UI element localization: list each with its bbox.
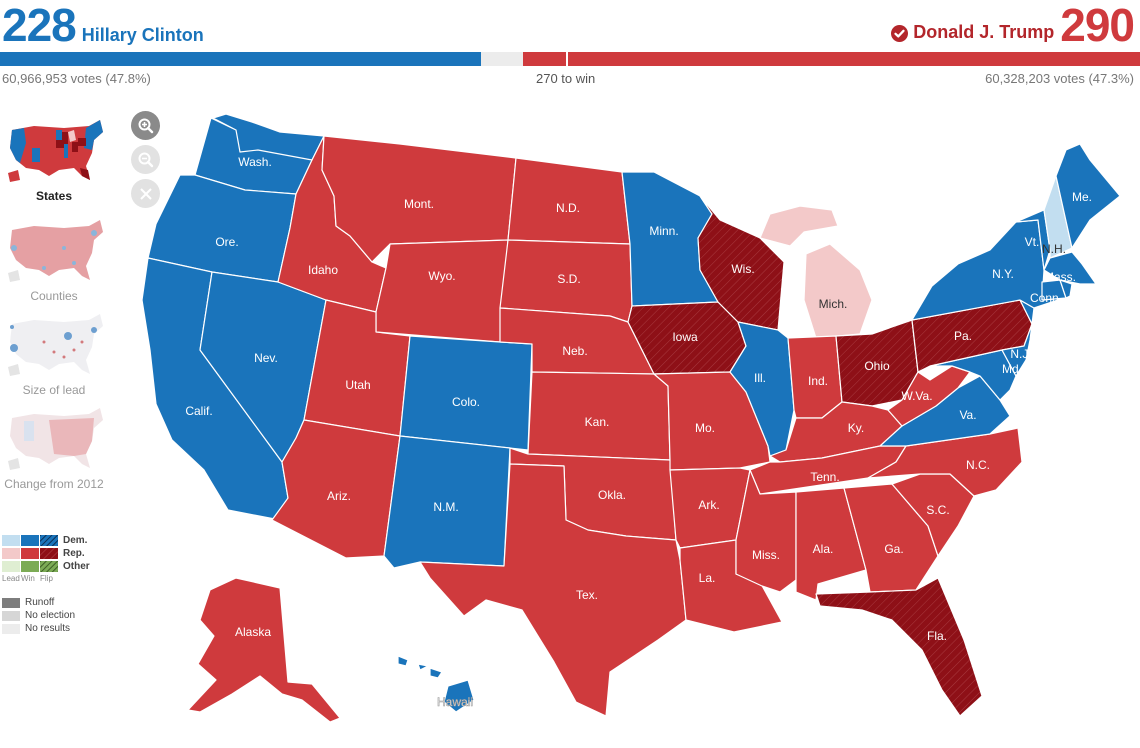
state-ri[interactable] (1059, 279, 1073, 299)
legend-rep-flip-swatch (40, 548, 58, 559)
legend-dem-win-swatch (21, 535, 39, 546)
legend-status: Runoff No election No results (2, 596, 75, 635)
rep-electoral-votes: 290 (1060, 0, 1135, 51)
rep-bar-segment (523, 52, 1140, 66)
check-circle-icon (891, 25, 909, 42)
dem-bar-segment (0, 52, 481, 66)
state-fl[interactable] (815, 577, 983, 717)
win-threshold-label: 270 to win (536, 71, 596, 86)
rep-popular-votes: 60,328,203 votes (47.3%) (985, 71, 1134, 86)
uncalled-bar-segment (481, 52, 523, 66)
legend-no-election-swatch (2, 610, 20, 621)
view-change-from-2012-label: Change from 2012 (4, 477, 104, 491)
rep-candidate-name-wrap: Donald J. Trump (891, 22, 1054, 43)
state-nm[interactable] (383, 435, 511, 569)
results-header: 228 Hillary Clinton Donald J. Trump 290 … (0, 0, 1140, 95)
legend-other-lead-swatch (2, 561, 20, 572)
legend-row-other: Other (2, 560, 122, 573)
legend-col-lead: Lead (2, 574, 20, 583)
state-mi[interactable] (759, 205, 873, 339)
legend-column-labels: Lead Win Flip (2, 574, 122, 583)
legend-no-election: No election (2, 609, 75, 622)
legend-dem-flip-swatch (40, 535, 58, 546)
view-counties[interactable]: Counties (4, 218, 104, 303)
view-size-of-lead-label: Size of lead (22, 383, 86, 397)
state-me[interactable] (1055, 143, 1121, 249)
zoom-in-button[interactable] (131, 111, 160, 140)
state-ak[interactable] (187, 577, 341, 723)
dem-candidate: 228 Hillary Clinton (2, 2, 204, 48)
rep-candidate: Donald J. Trump 290 (891, 0, 1135, 51)
legend-no-results: No results (2, 622, 75, 635)
close-icon (139, 187, 152, 200)
map-legend: Dem. Rep. Other Lead Win Flip (2, 534, 122, 583)
rep-candidate-name: Donald J. Trump (913, 22, 1055, 42)
state-tx[interactable] (419, 463, 687, 717)
state-nj[interactable] (1001, 299, 1035, 377)
counties-thumbnail-icon (8, 220, 103, 282)
states-thumbnail-icon (8, 120, 103, 182)
legend-row-rep: Rep. (2, 547, 122, 560)
win-threshold-marker (566, 52, 568, 66)
state-wv[interactable] (887, 365, 971, 427)
view-states[interactable]: States (4, 118, 104, 203)
legend-no-results-label: No results (25, 623, 71, 634)
view-states-label: States (35, 189, 73, 203)
zoom-in-icon (138, 118, 153, 133)
reset-zoom-button[interactable] (131, 179, 160, 208)
legend-dem-label: Dem. (63, 535, 88, 546)
legend-other-label: Other (63, 561, 90, 572)
legend-rep-win-swatch (21, 548, 39, 559)
legend-row-dem: Dem. (2, 534, 122, 547)
state-mt[interactable] (321, 135, 517, 263)
electoral-vote-bar (0, 52, 1140, 66)
zoom-out-button[interactable] (131, 145, 160, 174)
state-nd[interactable] (507, 157, 631, 245)
legend-no-election-label: No election (25, 610, 76, 621)
size-of-lead-thumbnail-icon (8, 314, 103, 376)
zoom-out-icon (138, 152, 153, 167)
state-co[interactable] (399, 335, 533, 451)
view-change-from-2012[interactable]: Change from 2012 (4, 406, 104, 491)
state-in[interactable] (787, 335, 843, 419)
state-vt[interactable] (1015, 209, 1051, 271)
dem-popular-votes: 60,966,953 votes (47.8%) (2, 71, 151, 86)
legend-runoff-swatch (2, 597, 20, 608)
state-ms[interactable] (735, 469, 797, 593)
legend-no-results-swatch (2, 623, 20, 634)
dem-electoral-votes: 228 (2, 0, 77, 51)
legend-col-flip: Flip (40, 574, 53, 583)
state-ks[interactable] (527, 371, 671, 461)
legend-other-flip-swatch (40, 561, 58, 572)
view-counties-label: Counties (30, 289, 78, 303)
legend-rep-lead-swatch (2, 548, 20, 559)
legend-col-win: Win (21, 574, 35, 583)
legend-runoff: Runoff (2, 596, 75, 609)
view-size-of-lead[interactable]: Size of lead (4, 312, 104, 397)
legend-runoff-label: Runoff (25, 597, 55, 608)
change-from-2012-thumbnail-icon (8, 408, 103, 470)
dem-candidate-name: Hillary Clinton (81, 25, 204, 45)
legend-rep-label: Rep. (63, 548, 85, 559)
state-nc[interactable] (867, 427, 1023, 497)
state-nh[interactable] (1043, 175, 1073, 259)
legend-other-win-swatch (21, 561, 39, 572)
state-hi[interactable] (397, 655, 475, 713)
legend-dem-lead-swatch (2, 535, 20, 546)
state-wy[interactable] (375, 239, 509, 343)
